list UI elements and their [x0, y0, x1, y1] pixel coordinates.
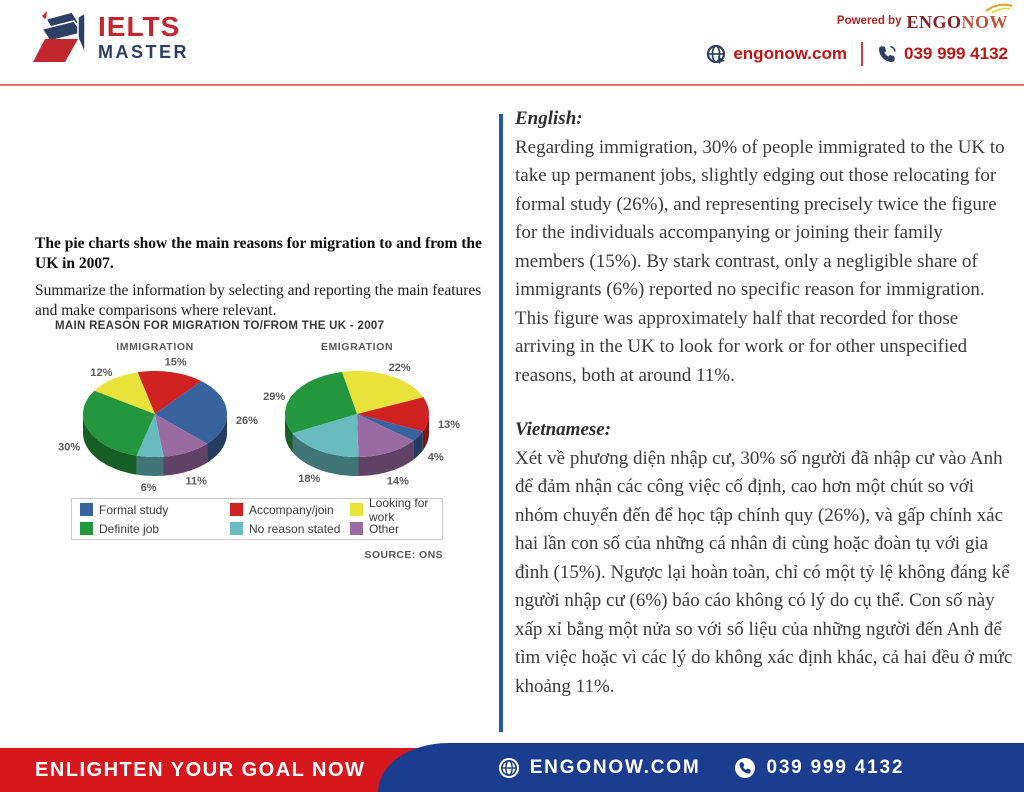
pie-slice-other [155, 414, 208, 457]
pie-slice-side [163, 443, 208, 476]
header-contact-row: engonow.com 039 999 4132 [706, 42, 1008, 66]
pie-title-emigration: EMIGRATION [320, 341, 394, 353]
pie-percentage-label: 11% [185, 475, 207, 487]
brand-engonow: ENGONOW [906, 3, 1013, 33]
pie-slice-looking-for-work [342, 371, 424, 414]
pie-percentage-label: 14% [387, 475, 409, 487]
pie-slice-accompany-join [137, 371, 202, 414]
legend-swatch [230, 503, 243, 516]
legend-swatch [80, 522, 93, 535]
legend-item-looking-for-work: Looking for work [350, 496, 434, 524]
phone-icon [735, 757, 756, 778]
pie-slice-no-reason-stated [292, 414, 359, 457]
globe-icon [707, 44, 726, 64]
legend-label: Formal study [99, 502, 169, 517]
english-paragraph: Regarding immigration, 30% of people imm… [515, 136, 1005, 386]
legend-label: No reason stated [249, 521, 341, 536]
powered-by-label: Powered by [836, 15, 902, 27]
legend-label: Accompany/join [249, 502, 334, 517]
footer-phone-link[interactable]: 039 999 4132 [734, 757, 904, 779]
pie-slice-side [136, 455, 164, 476]
pie-slice-side [422, 414, 429, 451]
legend-item-formal-study: Formal study [80, 502, 230, 518]
pie-slice-side [207, 413, 227, 463]
task-instruction: Summarize the information by selecting a… [35, 282, 482, 319]
logo-text-ielts: IELTS [98, 11, 181, 42]
legend-swatch [80, 503, 93, 516]
logo-text-master: MASTER [98, 42, 189, 62]
ielts-master-logo: IELTS MASTER [30, 8, 189, 66]
footer-website-link[interactable]: ENGONOW.COM [498, 757, 701, 779]
chart-source: SOURCE: ONS [364, 549, 443, 561]
pie-percentage-label: 26% [236, 415, 258, 427]
pie-title-immigration: IMMIGRATION [116, 341, 194, 353]
globe-icon [498, 757, 519, 778]
header-phone-text: 039 999 4132 [904, 44, 1008, 63]
accent-bar [499, 114, 503, 732]
pie-percentage-label: 4% [428, 451, 444, 463]
legend-item-no-reason-stated: No reason stated [230, 521, 350, 537]
pie-slice-side [285, 414, 293, 453]
legend-label: Definite job [99, 521, 160, 536]
footer-phone-text: 039 999 4132 [766, 756, 905, 778]
legend-item-other: Other [350, 521, 434, 537]
pie-slice-accompany-join [357, 397, 429, 432]
legend-item-definite-job: Definite job [80, 521, 230, 537]
pie-slice-side [358, 440, 414, 476]
pie-slice-formal-study [155, 381, 227, 444]
pie-slice-side [292, 433, 359, 476]
pie-slice-definite-job [83, 390, 155, 456]
header-phone-link[interactable]: 039 999 4132 [877, 44, 1008, 64]
swoosh-icon [985, 3, 1013, 14]
translation-column: English: Regarding immigration, 30% of p… [515, 105, 1015, 701]
pie-percentage-label: 29% [263, 391, 285, 403]
chart-title: MAIN REASON FOR MIGRATION TO/FROM THE UK… [55, 320, 385, 332]
footer-website-text: ENGONOW.COM [529, 756, 701, 778]
pie-percentage-label: 13% [438, 419, 460, 431]
header-website-text: engonow.com [733, 44, 847, 63]
english-section: English: Regarding immigration, 30% of p… [515, 105, 1015, 390]
legend-swatch [230, 522, 243, 535]
header-separator [861, 42, 863, 66]
pie-slice-looking-for-work [94, 372, 155, 414]
pie-percentage-label: 18% [298, 473, 320, 485]
phone-icon [879, 45, 896, 62]
legend-item-accompany-join: Accompany/join [230, 502, 350, 518]
pie-percentage-label: 15% [165, 357, 187, 369]
vietnamese-paragraph: Xét về phương diện nhập cư, 30% số người… [515, 447, 1013, 697]
immigration-pie-chart: 15% 26% 11% 6% 30% 12% [58, 357, 258, 494]
powered-by: Powered by ENGONOW [836, 3, 1013, 33]
footer-slogan: ENLIGHTEN YOUR GOAL NOW [35, 759, 366, 781]
header-website-link[interactable]: engonow.com [706, 44, 847, 64]
emigration-pie-chart: 22% 13% 4% 14% 18% 29% [263, 362, 460, 487]
legend-label: Other [369, 521, 400, 536]
english-label: English: [515, 108, 583, 129]
legend-label: Looking for work [369, 495, 429, 524]
header-divider-line [0, 84, 1024, 86]
pie-slice-side [83, 413, 137, 475]
chart-legend: Formal study Accompany/join Looking for wo… [71, 496, 443, 540]
pie-slice-other [357, 414, 414, 457]
legend-swatch [350, 503, 363, 516]
book-logo-icon [33, 11, 86, 62]
pie-slice-definite-job [285, 371, 357, 434]
task-prompt: The pie charts show the main reasons for… [35, 235, 482, 272]
pie-slice-formal-study [357, 414, 423, 441]
footer-blue-panel: ENGONOW.COM 039 999 4132 [378, 743, 1024, 792]
pie-percentage-label: 6% [141, 482, 157, 494]
vietnamese-label: Vietnamese: [515, 419, 612, 440]
pie-percentage-label: 30% [58, 442, 80, 454]
vietnamese-section: Vietnamese: Xét về phương diện nhập cư, … [515, 416, 1015, 701]
legend-swatch [350, 522, 363, 535]
pie-percentage-label: 12% [90, 367, 112, 379]
pie-slice-side [413, 431, 423, 460]
pie-percentage-label: 22% [389, 362, 411, 374]
pie-slice-no-reason-stated [136, 414, 164, 457]
